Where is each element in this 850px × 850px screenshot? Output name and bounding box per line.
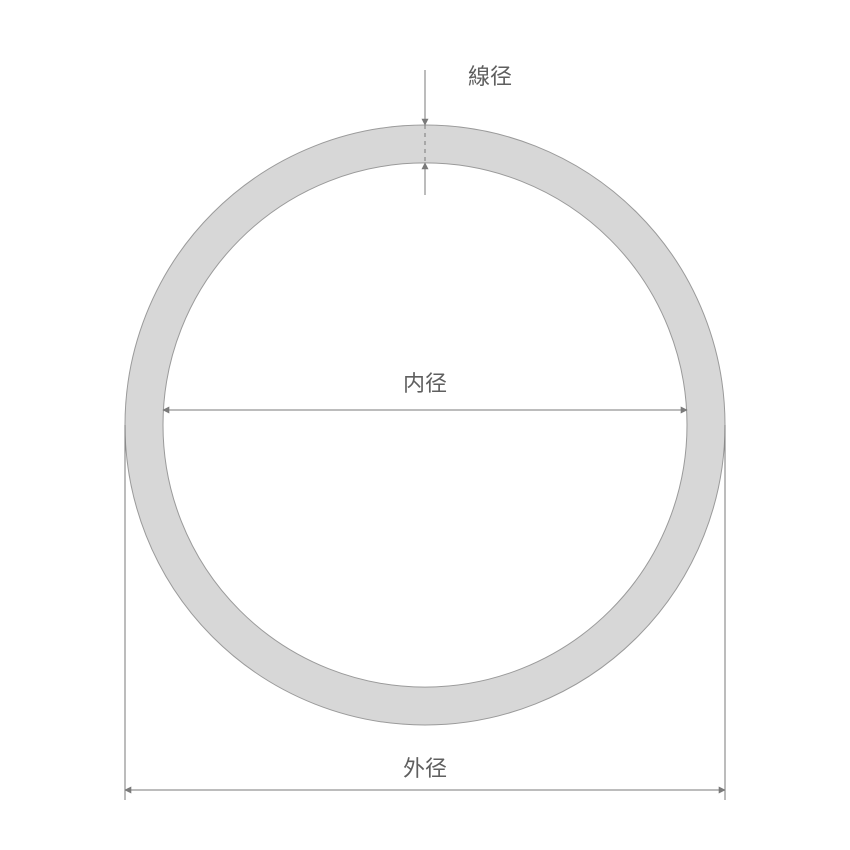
ring-diagram: 線径 内径 外径 [0,0,850,850]
ring-annulus [125,125,725,725]
wire-diameter-label: 線径 [468,64,512,89]
inner-diameter-label: 内径 [403,371,447,396]
outer-diameter-label: 外径 [403,756,447,781]
